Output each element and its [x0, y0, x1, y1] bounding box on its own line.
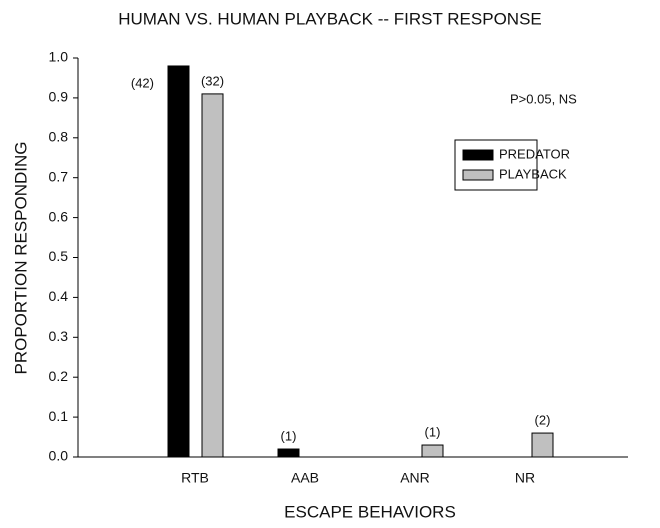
bar: [277, 448, 300, 458]
bar: [531, 432, 554, 458]
y-axis-label: PROPORTION RESPONDING: [11, 142, 30, 375]
legend-swatch: [462, 169, 494, 181]
y-tick-label: 0.7: [49, 168, 69, 184]
x-tick-label: RTB: [181, 470, 209, 486]
x-tick-label: ANR: [400, 470, 430, 486]
chart-title: HUMAN VS. HUMAN PLAYBACK -- FIRST RESPON…: [118, 9, 542, 28]
y-tick-label: 0.1: [49, 408, 69, 424]
legend-label: PLAYBACK: [499, 166, 567, 181]
y-tick-label: 1.0: [49, 49, 69, 65]
x-tick-label: AAB: [291, 470, 319, 486]
legend-swatch: [462, 149, 494, 161]
y-tick-label: 0.4: [49, 288, 69, 304]
y-tick-label: 0.3: [49, 328, 69, 344]
sample-label: (2): [535, 412, 551, 427]
bar: [421, 444, 444, 458]
x-tick-label: NR: [515, 470, 535, 486]
y-tick-label: 0.9: [49, 89, 69, 105]
y-tick-label: 0.2: [49, 368, 69, 384]
bar: [201, 93, 224, 458]
legend-label: PREDATOR: [499, 146, 570, 161]
y-tick-label: 0.0: [49, 448, 69, 464]
sample-label: (42): [131, 75, 154, 90]
y-tick-label: 0.8: [49, 129, 69, 145]
y-tick-label: 0.5: [49, 248, 69, 264]
legend-box: [454, 139, 538, 191]
sample-label: (1): [281, 428, 297, 443]
bar: [167, 65, 190, 458]
sample-label: (1): [425, 424, 441, 439]
x-axis-label: ESCAPE BEHAVIORS: [284, 502, 456, 521]
annotation: P>0.05, NS: [510, 91, 577, 106]
sample-label: (32): [201, 73, 224, 88]
y-tick-label: 0.6: [49, 208, 69, 224]
